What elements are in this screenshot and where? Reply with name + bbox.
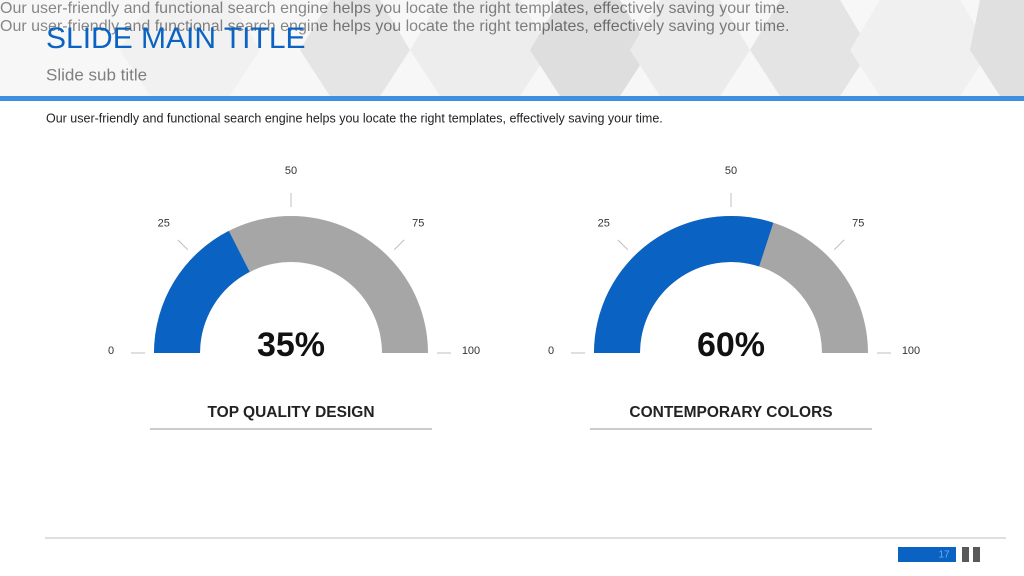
gauge-tick-label: 100	[462, 345, 480, 357]
gauge-tick	[393, 239, 405, 251]
gauge-value	[154, 230, 250, 353]
header-pattern	[0, 0, 1024, 96]
gauge-tick-label: 0	[108, 345, 114, 357]
gauge-title: TOP QUALITY DESIGN	[207, 404, 374, 421]
gauge-tick-label: 75	[852, 218, 864, 230]
gauge-tick-label: 50	[285, 165, 297, 177]
gauge-value	[594, 216, 774, 353]
footer-icon	[962, 547, 969, 562]
slide-subtitle: Slide sub title	[46, 65, 147, 84]
intro-text: Our user-friendly and functional search …	[46, 111, 663, 125]
gauge-tick-label: 25	[598, 218, 610, 230]
gauge-value-label: 60%	[697, 326, 765, 364]
gauge-value-label: 35%	[257, 326, 325, 364]
page-number: 17	[938, 550, 950, 561]
page-badge	[898, 547, 956, 562]
gauge-tick-label: 100	[902, 345, 920, 357]
gauge-tick	[833, 239, 845, 251]
header-bar	[0, 96, 1024, 101]
gauge-tick-label: 75	[412, 218, 424, 230]
slide-title: SLIDE MAIN TITLE	[46, 22, 306, 55]
gauge-tick-label: 0	[548, 345, 554, 357]
gauge-tick	[617, 239, 629, 251]
gauge-tick-label: 25	[158, 218, 170, 230]
footer-icon	[973, 547, 980, 562]
gauge-title: CONTEMPORARY COLORS	[629, 404, 832, 421]
gauge-tick	[177, 239, 189, 251]
gauge-tick-label: 50	[725, 165, 737, 177]
